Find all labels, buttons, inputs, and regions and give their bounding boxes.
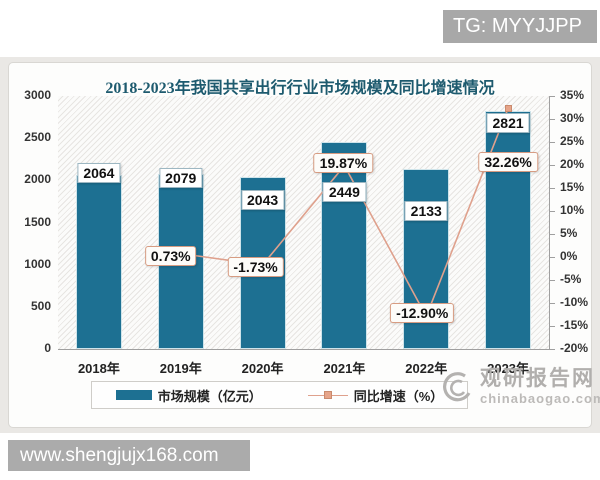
left-axis-tick-label: 1000 [24, 256, 51, 271]
left-axis-tick-label: 3000 [24, 88, 51, 102]
left-axis-tick-label: 2000 [24, 172, 51, 187]
growth-line [180, 108, 509, 319]
bar [75, 174, 122, 349]
watermark: 观研报告网 chinabaogao.com [438, 367, 600, 408]
bar-value-label: 2821 [486, 113, 530, 134]
right-axis-tick-mark [549, 188, 555, 189]
x-axis-label: 2018年 [77, 361, 120, 376]
bar-value-label: 2079 [159, 167, 203, 188]
chart-card: 2018-2023年我国共享出行行业市场规模及同比增速情况 2064 2079 20… [8, 62, 592, 428]
right-axis-tick-label: -10% [560, 295, 589, 309]
chart-title: 2018-2023年我国共享出行行业市场规模及同比增速情况 [105, 80, 495, 97]
x-axis-label: 2019年 [159, 361, 202, 376]
right-axis-tick-mark [549, 257, 555, 258]
growth-label: 19.87% [313, 152, 374, 173]
growth-label: 32.26% [478, 151, 538, 172]
right-axis-tick-label: 10% [560, 203, 585, 217]
right-axis-tick-mark [549, 96, 555, 97]
right-axis-tick-mark [549, 326, 555, 327]
watermark-name: 观研报告网 [480, 367, 595, 390]
right-axis-tick-label: 30% [560, 111, 585, 125]
bar-swatch-icon [115, 390, 152, 400]
legend-item-market-size: 市场规模（亿元） [115, 386, 262, 405]
tg-badge: TG: MYYJJPP [443, 10, 597, 43]
right-axis-tick-mark [549, 142, 555, 143]
right-axis-tick-mark [549, 349, 555, 350]
right-axis-tick-mark [549, 234, 555, 235]
legend-label: 同比增速（%） [353, 388, 444, 404]
x-axis-label: 2021年 [323, 361, 366, 376]
right-axis-tick-label: 35% [560, 88, 585, 102]
legend: 市场规模（亿元） 同比增速（%） [91, 381, 468, 409]
right-axis-tick-label: 20% [560, 157, 585, 171]
growth-label: -1.73% [227, 256, 284, 277]
watermark-domain: chinabaogao.com [480, 391, 600, 407]
right-axis-tick-mark [549, 303, 555, 304]
right-axis-tick-mark [549, 119, 555, 120]
left-axis-tick-label: 2500 [24, 130, 51, 145]
growth-label: -12.90% [390, 303, 455, 324]
right-axis-tick-label: 5% [560, 226, 578, 240]
line-swatch-icon [307, 391, 348, 400]
right-axis-tick-label: -5% [560, 272, 582, 286]
left-axis-tick-label: 500 [30, 298, 51, 313]
legend-label: 市场规模（亿元） [157, 388, 262, 404]
right-axis-tick-mark [549, 211, 555, 212]
left-axis-tick-label: 1500 [24, 214, 51, 229]
line-marker [504, 105, 512, 113]
right-axis-tick-mark [549, 165, 555, 166]
watermark-logo-icon [443, 372, 471, 402]
right-axis-tick-label: -15% [560, 318, 589, 332]
bar [485, 111, 532, 349]
right-axis-tick-label: -20% [560, 341, 589, 355]
bar-value-label: 2064 [77, 162, 121, 183]
bar-value-label: 2043 [241, 189, 285, 210]
bar [321, 142, 368, 349]
bar-value-label: 2449 [322, 182, 366, 203]
bar-value-label: 2133 [404, 201, 448, 222]
x-axis-label: 2020年 [241, 361, 284, 376]
right-axis-tick-label: 25% [560, 134, 585, 148]
plot-area: 2064 2079 2043 2449 2133 2821 0.73% -1.73% 19.87… [58, 96, 550, 350]
right-axis-tick-label: 0% [560, 249, 578, 263]
growth-label: 0.73% [144, 245, 197, 266]
url-badge: www.shengjujx168.com [8, 440, 250, 471]
watermark-text: 观研报告网 chinabaogao.com [480, 367, 600, 407]
left-axis-tick-label: 0 [44, 341, 51, 355]
right-axis-tick-mark [549, 280, 555, 281]
right-axis-tick-label: 15% [560, 180, 585, 194]
legend-item-growth: 同比增速（%） [307, 386, 444, 405]
x-axis-label: 2022年 [405, 361, 448, 376]
x-axis-label: 2023年 [487, 361, 530, 376]
